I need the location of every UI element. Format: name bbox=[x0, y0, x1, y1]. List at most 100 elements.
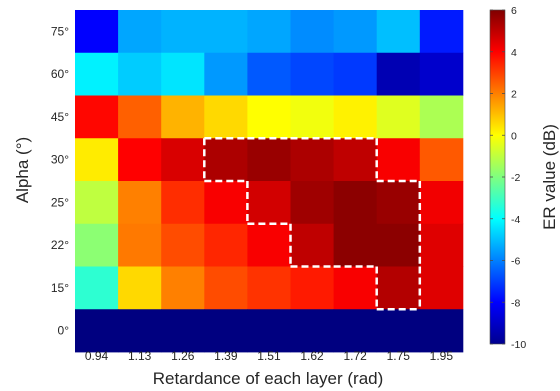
x-tick-label: 1.72 bbox=[343, 349, 367, 363]
heatmap-cell bbox=[376, 266, 421, 310]
heatmap-cell bbox=[75, 266, 119, 310]
y-tick-label: 22° bbox=[51, 238, 69, 252]
heatmap-cell bbox=[419, 95, 464, 139]
heatmap-cell bbox=[118, 309, 162, 353]
heatmap-cell bbox=[247, 181, 291, 225]
y-axis-label: Alpha (°) bbox=[13, 137, 32, 203]
heatmap-cell bbox=[204, 95, 248, 139]
heatmap-cell bbox=[204, 266, 248, 310]
heatmap-cell bbox=[161, 181, 205, 225]
heatmap-cell bbox=[247, 10, 291, 54]
heatmap-cell bbox=[161, 309, 205, 353]
x-tick-label: 0.94 bbox=[85, 349, 109, 363]
heatmap-cell bbox=[333, 223, 378, 267]
heatmap-cell bbox=[290, 223, 334, 267]
heatmap-cell bbox=[333, 309, 378, 353]
y-tick-labels: 75° 60° 45° 30° 25° 22° 15° 0° bbox=[51, 24, 69, 337]
heatmap-cell bbox=[75, 52, 119, 96]
heatmap-cell bbox=[75, 223, 119, 267]
x-tick-label: 1.39 bbox=[214, 349, 238, 363]
colorbar-tick-label: -4 bbox=[511, 214, 520, 226]
heatmap-cell bbox=[75, 181, 119, 225]
heatmap-cell bbox=[161, 138, 205, 182]
heatmap-cell bbox=[419, 138, 464, 182]
heatmap-cell bbox=[118, 181, 162, 225]
y-tick-label: 30° bbox=[51, 153, 69, 167]
colorbar-tick-label: 2 bbox=[511, 89, 517, 101]
heatmap-cell bbox=[247, 138, 291, 182]
heatmap-cell bbox=[161, 266, 205, 310]
heatmap-cells bbox=[75, 10, 464, 353]
heatmap-cell bbox=[333, 52, 378, 96]
heatmap-cell bbox=[376, 10, 421, 54]
heatmap-cell bbox=[333, 181, 378, 225]
heatmap-cell bbox=[118, 223, 162, 267]
y-tick-label: 75° bbox=[51, 24, 69, 38]
heatmap-cell bbox=[376, 181, 421, 225]
colorbar-tick-label: 6 bbox=[511, 5, 517, 17]
x-axis-label: Retardance of each layer (rad) bbox=[153, 369, 384, 388]
heatmap-cell bbox=[161, 95, 205, 139]
heatmap-cell bbox=[419, 181, 464, 225]
heatmap-cell bbox=[75, 309, 119, 353]
heatmap-cell bbox=[290, 266, 334, 310]
heatmap-cell bbox=[290, 138, 334, 182]
heatmap-cell bbox=[376, 223, 421, 267]
heatmap-cell bbox=[247, 266, 291, 310]
heatmap-cell bbox=[118, 138, 162, 182]
heatmap-cell bbox=[118, 10, 162, 54]
heatmap-cell bbox=[290, 181, 334, 225]
heatmap-cell bbox=[376, 138, 421, 182]
y-tick-label: 60° bbox=[51, 67, 69, 81]
heatmap-cell bbox=[247, 52, 291, 96]
x-tick-label: 1.13 bbox=[128, 349, 152, 363]
x-tick-label: 1.95 bbox=[430, 349, 454, 363]
heatmap-cell bbox=[290, 10, 334, 54]
heatmap-cell bbox=[161, 10, 205, 54]
colorbar-tick-label: -2 bbox=[511, 172, 520, 184]
x-tick-label: 1.75 bbox=[387, 349, 411, 363]
heatmap-cell bbox=[333, 10, 378, 54]
heatmap-cell bbox=[419, 223, 464, 267]
heatmap-cell bbox=[376, 52, 421, 96]
heatmap-cell bbox=[333, 95, 378, 139]
x-tick-label: 1.62 bbox=[300, 349, 324, 363]
colorbar-tick-label: -8 bbox=[511, 297, 520, 309]
heatmap-cell bbox=[247, 223, 291, 267]
heatmap-cell bbox=[419, 266, 464, 310]
heatmap-cell bbox=[290, 95, 334, 139]
heatmap-cell bbox=[290, 309, 334, 353]
colorbar-tick-label: 0 bbox=[511, 130, 517, 142]
heatmap-cell bbox=[419, 10, 464, 54]
colorbar-tick-label: -6 bbox=[511, 256, 520, 268]
heatmap-cell bbox=[204, 223, 248, 267]
heatmap-cell bbox=[333, 266, 378, 310]
heatmap-cell bbox=[161, 52, 205, 96]
heatmap-cell bbox=[75, 138, 119, 182]
heatmap-cell bbox=[75, 10, 119, 54]
heatmap-cell bbox=[204, 10, 248, 54]
heatmap-cell bbox=[75, 95, 119, 139]
colorbar-tick-label: -10 bbox=[511, 339, 526, 351]
heatmap-cell bbox=[333, 138, 378, 182]
y-tick-label: 25° bbox=[51, 195, 69, 209]
heatmap-cell bbox=[376, 309, 421, 353]
y-tick-label: 0° bbox=[58, 324, 70, 338]
heatmap-cell bbox=[247, 95, 291, 139]
x-tick-label: 1.26 bbox=[171, 349, 195, 363]
heatmap-cell bbox=[376, 95, 421, 139]
heatmap-cell bbox=[204, 309, 248, 353]
heatmap-cell bbox=[204, 52, 248, 96]
colorbar-ticks: 6 4 2 0 -2 -4 -6 -8 -10 bbox=[490, 5, 526, 351]
x-tick-labels: 0.94 1.13 1.26 1.39 1.51 1.62 1.72 1.75 1.95 bbox=[85, 349, 453, 363]
colorbar-label: ER value (dB) bbox=[540, 124, 559, 230]
heatmap-cell bbox=[247, 309, 291, 353]
y-tick-label: 45° bbox=[51, 110, 69, 124]
y-tick-label: 15° bbox=[51, 281, 69, 295]
x-tick-label: 1.51 bbox=[257, 349, 281, 363]
heatmap-cell bbox=[204, 138, 248, 182]
colorbar-tick-label: 4 bbox=[511, 47, 517, 59]
heatmap-cell bbox=[118, 52, 162, 96]
heatmap-cell bbox=[161, 223, 205, 267]
heatmap-cell bbox=[118, 95, 162, 139]
